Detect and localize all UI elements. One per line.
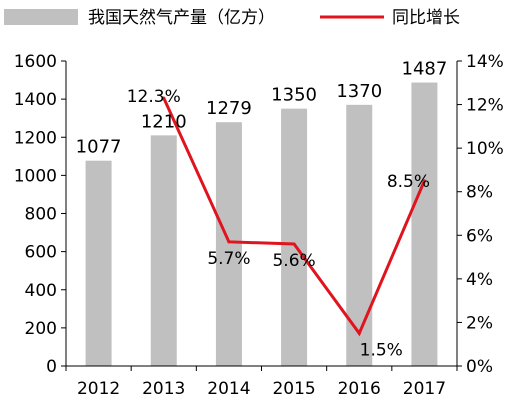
growth-value-label: 12.3% (127, 87, 181, 107)
bar-2012 (85, 160, 112, 366)
x-tick-label: 2015 (272, 379, 315, 399)
x-tick-label: 2017 (403, 379, 446, 399)
y-right-tick-label: 6% (466, 226, 493, 246)
y-left-tick-label: 1200 (14, 128, 57, 148)
y-left-tick-label: 1400 (14, 90, 57, 110)
x-tick-label: 2016 (338, 379, 381, 399)
data-labels: 1077 1210 1279 1350 1370 1487 12.3% 5.7% 5.6% 1.5… (76, 59, 448, 361)
y-right-tick-label: 8% (466, 183, 493, 203)
y-right-tick-label: 14% (466, 52, 504, 72)
bar-2016 (346, 104, 373, 366)
bar-value-label: 1370 (336, 81, 382, 102)
y-right-tick-label: 10% (466, 139, 504, 159)
bars (85, 82, 438, 367)
growth-point-2015 (292, 242, 296, 246)
y-right-tick-label: 2% (466, 313, 493, 333)
bar-value-label: 1487 (402, 59, 448, 80)
y-left-tick-label: 0 (46, 357, 57, 377)
y-left-tick-label: 600 (25, 243, 57, 263)
y-left-tick-label: 800 (25, 205, 57, 225)
y-right-tick-label: 4% (466, 270, 493, 290)
x-tick-label: 2013 (142, 379, 185, 399)
bar-2017 (411, 82, 438, 367)
legend-bar-label: 我国天然气产量（亿方） (88, 8, 275, 28)
bar-2015 (281, 108, 308, 366)
axes: 0 200 400 600 800 1000 1200 1400 1600 0% 2% 4% 6% 8% 1… (14, 52, 504, 399)
bar-value-label: 1077 (76, 137, 122, 158)
y-left-tick-label: 400 (25, 281, 57, 301)
y-right-tick-label: 0% (466, 357, 493, 377)
x-tick-label: 2014 (207, 379, 250, 399)
growth-value-label: 5.7% (207, 249, 250, 269)
y-left-tick-label: 200 (25, 319, 57, 339)
growth-point-2016 (357, 331, 361, 335)
y-right-tick-label: 12% (466, 96, 504, 116)
bar-value-label: 1210 (141, 111, 187, 132)
legend: 我国天然气产量（亿方） 同比增长 (4, 8, 460, 28)
growth-point-2017 (422, 179, 426, 183)
growth-point-2013 (162, 96, 166, 100)
growth-value-label: 5.6% (272, 251, 315, 271)
growth-value-label: 1.5% (360, 340, 403, 360)
legend-bar-swatch (4, 9, 78, 25)
bar-2013 (150, 135, 177, 366)
bar-2014 (215, 122, 242, 366)
y-left-tick-label: 1000 (14, 166, 57, 186)
x-tick-label: 2012 (77, 379, 120, 399)
y-left-tick-label: 1600 (14, 52, 57, 72)
bar-value-label: 1279 (206, 98, 252, 119)
legend-line-label: 同比增长 (392, 8, 460, 28)
growth-line-series (162, 96, 426, 337)
bar-value-label: 1350 (271, 85, 317, 106)
growth-value-label: 8.5% (387, 172, 430, 192)
growth-point-2014 (227, 240, 231, 244)
